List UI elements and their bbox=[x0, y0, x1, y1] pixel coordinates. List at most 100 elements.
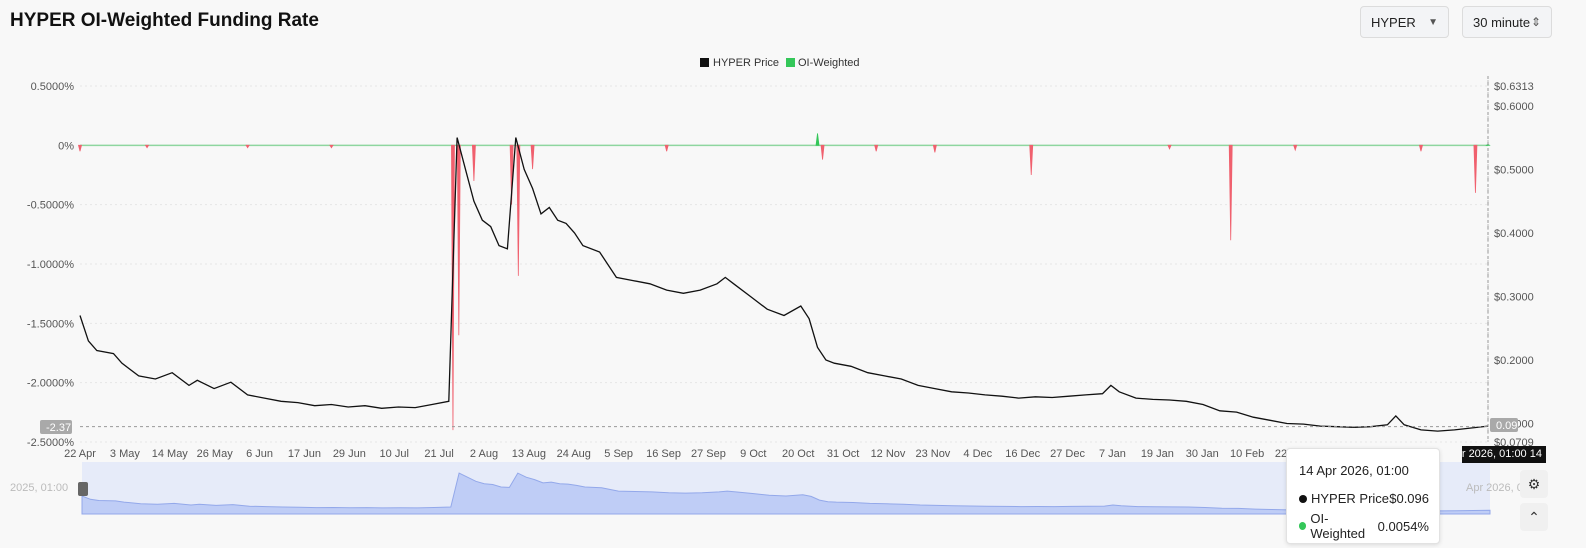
x-tick-label: 6 Jun bbox=[246, 448, 273, 460]
interval-select-value: 30 minute bbox=[1473, 14, 1531, 30]
left-tick-label: -1.5000% bbox=[27, 318, 74, 330]
x-tick-label: 17 Jun bbox=[288, 448, 321, 460]
legend-swatch-price bbox=[700, 58, 709, 67]
legend-swatch-oi bbox=[786, 58, 795, 67]
x-tick-label: 27 Sep bbox=[691, 448, 726, 460]
tooltip-row-oi: OI-Weighted 0.0054% bbox=[1299, 511, 1429, 541]
funding-spike bbox=[245, 144, 250, 149]
x-tick-label: 12 Nov bbox=[871, 448, 906, 460]
chevron-up-icon: ⌃ bbox=[1528, 508, 1540, 525]
symbol-select-value: HYPER bbox=[1371, 14, 1416, 30]
funding-spike bbox=[874, 144, 879, 152]
price-series-line bbox=[79, 137, 1489, 432]
updown-arrows-icon: ⇕ bbox=[1530, 15, 1541, 29]
left-crosshair-badge: -2.37 bbox=[40, 420, 72, 434]
interval-select[interactable]: 30 minute ⇕ bbox=[1462, 6, 1552, 38]
navigator-area bbox=[81, 472, 1491, 515]
x-tick-label: 29 Jun bbox=[333, 448, 366, 460]
x-tick-label: 26 May bbox=[197, 448, 234, 460]
navigator[interactable]: 2025, 01:00 Apr 2026, 01:00 bbox=[10, 462, 1544, 515]
x-tick-label: 19 Jan bbox=[1141, 448, 1174, 460]
tooltip-value-price: $0.096 bbox=[1389, 491, 1429, 506]
funding-spike bbox=[1293, 144, 1298, 152]
funding-spike bbox=[664, 144, 669, 152]
tooltip-date: 14 Apr 2026, 01:00 bbox=[1299, 463, 1409, 478]
symbol-select[interactable]: HYPER ▼ bbox=[1360, 6, 1449, 38]
funding-spike bbox=[456, 144, 461, 336]
funding-spike bbox=[530, 144, 535, 170]
x-tick-label: 7 Jan bbox=[1099, 448, 1126, 460]
right-tick-label: $0.2000 bbox=[1494, 355, 1534, 367]
x-tick-label: 5 Sep bbox=[604, 448, 633, 460]
right-tick-label: $0.4000 bbox=[1494, 228, 1534, 240]
right-axis: $0.6313 $0.6000 $0.5000 $0.4000 $0.3000 $0.20… bbox=[1494, 81, 1534, 449]
left-tick-label: -2.5000% bbox=[27, 437, 74, 449]
x-tick-label: 3 May bbox=[110, 448, 140, 460]
right-crosshair-label: 0.09 bbox=[1496, 420, 1517, 432]
funding-spike bbox=[1029, 144, 1034, 176]
tooltip-dot-price bbox=[1299, 494, 1307, 503]
funding-spike bbox=[471, 144, 476, 181]
x-tick-label: 27 Dec bbox=[1050, 448, 1085, 460]
funding-series bbox=[77, 133, 1491, 431]
x-tick-label: 20 Oct bbox=[782, 448, 814, 460]
x-tick-label: 10 Feb bbox=[1230, 448, 1264, 460]
legend-item-price[interactable]: HYPER Price bbox=[713, 57, 779, 69]
x-tick-label: 30 Jan bbox=[1186, 448, 1219, 460]
right-tick-label: $0.6313 bbox=[1494, 81, 1534, 93]
navigator-left-handle[interactable] bbox=[78, 482, 88, 496]
x-tick-label: 2 Aug bbox=[470, 448, 498, 460]
left-tick-label: 0% bbox=[58, 140, 74, 152]
funding-spike bbox=[1473, 144, 1478, 193]
funding-spike bbox=[144, 144, 150, 149]
tooltip-label-oi: OI-Weighted bbox=[1310, 511, 1366, 541]
right-tick-label: $0.3000 bbox=[1494, 291, 1534, 303]
funding-spike bbox=[329, 144, 334, 149]
collapse-button[interactable]: ⌃ bbox=[1520, 503, 1548, 531]
x-axis: 22 Apr 3 May 14 May 26 May 6 Jun 17 Jun 29 Jun… bbox=[64, 448, 1309, 460]
left-crosshair-label: -2.37 bbox=[46, 422, 71, 434]
left-tick-label: -0.5000% bbox=[27, 200, 74, 212]
caret-down-icon: ▼ bbox=[1428, 16, 1438, 28]
tooltip: 14 Apr 2026, 01:00 HYPER Price $0.096 OI… bbox=[1286, 448, 1440, 544]
left-tick-label: -1.0000% bbox=[27, 259, 74, 271]
x-tick-label: 4 Dec bbox=[963, 448, 992, 460]
right-crosshair-badge: 0.09 bbox=[1490, 418, 1518, 432]
x-tick-label: 24 Aug bbox=[557, 448, 591, 460]
x-crosshair-label: 14 Apr 2026, 01:00 bbox=[1462, 446, 1546, 463]
gear-icon: ⚙ bbox=[1527, 475, 1541, 492]
funding-spike bbox=[1418, 144, 1423, 152]
page-title: HYPER OI-Weighted Funding Rate bbox=[10, 10, 319, 31]
settings-button[interactable]: ⚙ bbox=[1520, 470, 1548, 498]
x-tick-label: 23 Nov bbox=[915, 448, 950, 460]
funding-spike bbox=[932, 144, 937, 153]
tooltip-label-price: HYPER Price bbox=[1311, 491, 1390, 506]
funding-spike bbox=[77, 144, 83, 152]
tooltip-row-price: HYPER Price $0.096 bbox=[1299, 491, 1429, 506]
left-tick-label: -2.0000% bbox=[27, 378, 74, 390]
left-axis: 0.5000% 0% -0.5000% -1.0000% -1.5000% -2.0000… bbox=[27, 81, 74, 449]
x-tick-label: 13 Aug bbox=[512, 448, 546, 460]
tooltip-value-oi: 0.0054% bbox=[1377, 518, 1429, 534]
right-tick-label: $0.5000 bbox=[1494, 164, 1534, 176]
funding-spike bbox=[516, 144, 521, 276]
funding-spike bbox=[1167, 144, 1172, 150]
funding-spike bbox=[820, 144, 825, 160]
x-tick-label: 10 Jul bbox=[380, 448, 409, 460]
navigator-left-label: 2025, 01:00 bbox=[10, 482, 68, 494]
left-tick-label: 0.5000% bbox=[31, 81, 75, 93]
legend[interactable]: HYPER Price OI-Weighted bbox=[700, 57, 860, 69]
funding-spike bbox=[1228, 144, 1233, 241]
tooltip-dot-oi bbox=[1299, 522, 1307, 530]
x-tick-label: 14 May bbox=[152, 448, 189, 460]
x-tick-label: 9 Oct bbox=[740, 448, 766, 460]
legend-item-oi[interactable]: OI-Weighted bbox=[798, 57, 860, 69]
grid-lines bbox=[80, 76, 1489, 443]
x-tick-label: 21 Jul bbox=[424, 448, 453, 460]
right-tick-label: $0.6000 bbox=[1494, 101, 1534, 113]
funding-spike bbox=[815, 133, 820, 146]
x-tick-label: 16 Dec bbox=[1005, 448, 1040, 460]
x-tick-label: 16 Sep bbox=[646, 448, 681, 460]
x-tick-label: 22 Apr bbox=[64, 448, 96, 460]
